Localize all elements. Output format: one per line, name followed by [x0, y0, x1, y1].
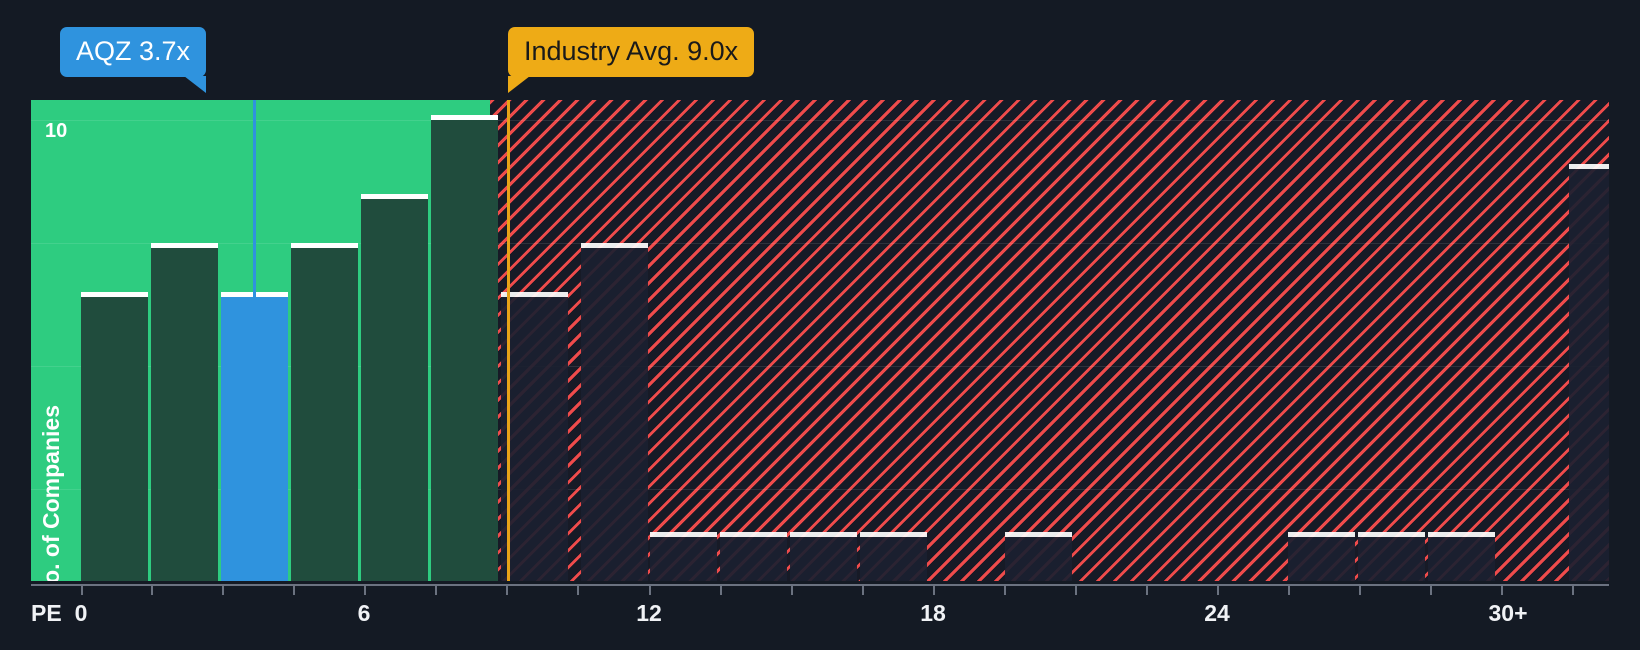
bar-bin-15[interactable]	[790, 532, 857, 581]
bar-cap	[650, 532, 717, 537]
company-pe-callout-label: AQZ 3.7x	[76, 36, 191, 66]
bar-cap	[291, 243, 358, 248]
bar-cap	[581, 243, 648, 248]
x-axis-label-18: 18	[920, 600, 946, 626]
x-axis-tick	[364, 584, 366, 595]
bar-bin-11[interactable]	[581, 243, 648, 581]
company-pe-callout[interactable]: AQZ 3.7x	[60, 27, 207, 93]
x-axis-tick	[862, 584, 864, 595]
x-axis-label-12: 12	[636, 600, 662, 626]
x-axis-tick	[1288, 584, 1290, 595]
bar-bin-4[interactable]	[361, 194, 428, 581]
callout-tail	[508, 76, 530, 93]
industry-marker-line	[507, 100, 510, 581]
bar-cap	[1288, 532, 1355, 537]
x-axis-tick	[81, 584, 83, 595]
y-axis-title: No. of Companies	[38, 405, 64, 581]
x-axis-prefix-label: PE	[31, 600, 62, 626]
callout-tail	[184, 76, 207, 93]
x-axis-tick	[435, 584, 437, 595]
x-axis-tick	[1430, 584, 1432, 595]
x-axis-tick	[720, 584, 722, 595]
bar-cap	[361, 194, 428, 199]
plot-area: 10 No. of Companies	[31, 100, 1609, 581]
industry-pe-callout[interactable]: Industry Avg. 9.0x	[508, 27, 755, 93]
y-axis-tick-10: 10	[45, 120, 68, 142]
bar-bin-14[interactable]	[720, 532, 787, 581]
x-axis-tick	[1075, 584, 1077, 595]
bar-bin-3[interactable]	[291, 243, 358, 581]
bar-bin-0[interactable]	[81, 292, 148, 581]
bar-bin-26[interactable]	[1288, 532, 1355, 581]
gridline-5	[31, 366, 1609, 367]
bar-cap	[151, 243, 218, 248]
bar-cap	[1428, 532, 1495, 537]
x-axis-label-30plus: 30+	[1488, 600, 1528, 626]
bar-bin-1[interactable]	[151, 243, 218, 581]
x-axis-tick	[1359, 584, 1361, 595]
x-axis-label-6: 6	[357, 600, 371, 626]
bar-bin-27[interactable]	[1358, 532, 1425, 581]
bar-cap	[720, 532, 787, 537]
x-axis-tick	[1572, 584, 1574, 595]
bar-cap	[431, 115, 498, 120]
gridline-10	[31, 120, 1609, 121]
bar-bin-9[interactable]	[501, 292, 568, 581]
x-axis-line	[31, 584, 1609, 586]
bar-bin-28[interactable]	[1428, 532, 1495, 581]
bar-bin-30plus[interactable]	[1569, 164, 1609, 581]
x-axis-label-24: 24	[1204, 600, 1230, 626]
bar-bin-19[interactable]	[1005, 532, 1072, 581]
x-axis-tick	[151, 584, 153, 595]
x-axis-tick	[1501, 584, 1503, 595]
bar-bin-16[interactable]	[860, 532, 927, 581]
x-axis-tick	[506, 584, 508, 595]
x-axis-tick	[1146, 584, 1148, 595]
overvalued-zone	[490, 100, 1609, 581]
bar-bin-13[interactable]	[650, 532, 717, 581]
gridline-2-5	[31, 489, 1609, 490]
bar-cap	[790, 532, 857, 537]
x-axis-tick	[577, 584, 579, 595]
x-axis-tick	[222, 584, 224, 595]
x-axis-label-0: 0	[74, 600, 88, 626]
gridline-7-5	[31, 243, 1609, 244]
x-axis-tick	[791, 584, 793, 595]
x-axis-tick	[649, 584, 651, 595]
bar-cap	[860, 532, 927, 537]
company-marker-line	[253, 100, 256, 400]
x-axis-tick	[1217, 584, 1219, 595]
bar-cap	[1005, 532, 1072, 537]
x-axis-tick	[1004, 584, 1006, 595]
bar-cap	[1358, 532, 1425, 537]
bar-bin-5[interactable]	[431, 115, 498, 581]
bar-cap	[81, 292, 148, 297]
bar-cap	[501, 292, 568, 297]
x-axis-tick	[293, 584, 295, 595]
x-axis-tick	[933, 584, 935, 595]
industry-pe-callout-label: Industry Avg. 9.0x	[524, 36, 739, 66]
bar-cap	[1569, 164, 1609, 169]
